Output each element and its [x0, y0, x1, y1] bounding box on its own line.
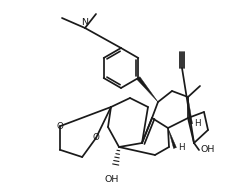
Polygon shape: [167, 128, 176, 149]
Text: OH: OH: [200, 145, 214, 154]
Text: O: O: [92, 133, 99, 142]
Text: H: H: [193, 120, 200, 129]
Polygon shape: [136, 77, 157, 102]
Text: H: H: [177, 143, 184, 152]
Text: N: N: [81, 18, 88, 27]
Polygon shape: [187, 97, 192, 124]
Text: O: O: [56, 122, 63, 131]
Text: OH: OH: [104, 175, 119, 184]
